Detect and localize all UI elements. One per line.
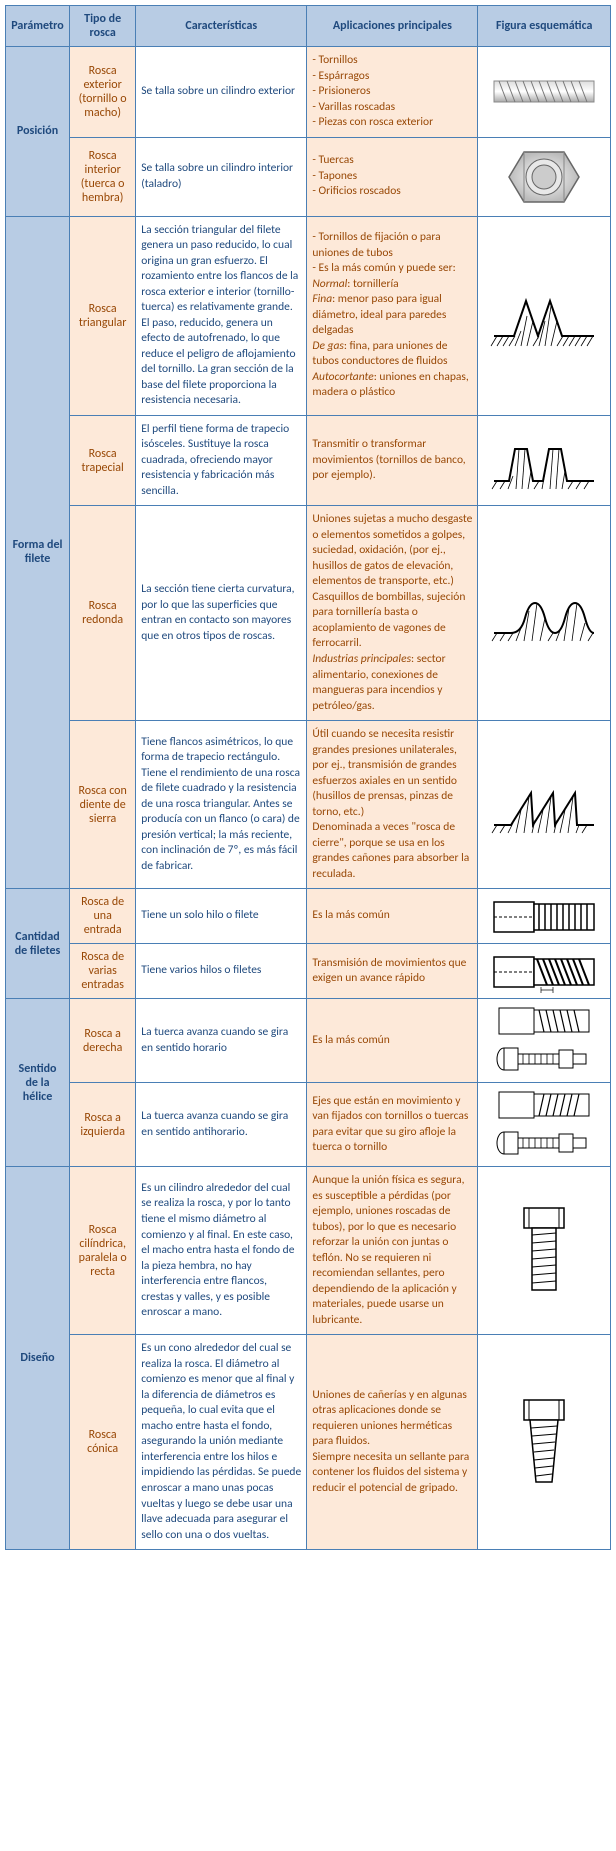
tipo-cell: Rosca triangular [70, 216, 136, 415]
aplic-cell: Uniones sujetas a mucho desgaste o eleme… [307, 506, 478, 721]
tipo-cell: Rosca exterior (tornillo o macho) [70, 47, 136, 138]
table-row: Rosca cónicaEs un cono alrededor del cua… [6, 1335, 611, 1550]
figure-cell [478, 889, 611, 944]
carac-cell: El perfil tiene forma de trapecio isósce… [136, 415, 307, 506]
table-row: Forma del fileteRosca triangularLa secci… [6, 216, 611, 415]
table-row: Rosca a izquierdaLa tuerca avanza cuando… [6, 1083, 611, 1167]
profile-buttress-icon [489, 775, 599, 835]
tipo-cell: Rosca de una entrada [70, 889, 136, 944]
tipo-cell: Rosca a izquierda [70, 1083, 136, 1167]
table-row: Rosca con diente de sierraTiene flancos … [6, 721, 611, 889]
table-body: PosiciónRosca exterior (tornillo o macho… [6, 47, 611, 1550]
tipo-cell: Rosca cónica [70, 1335, 136, 1550]
tipo-cell: Rosca a derecha [70, 999, 136, 1083]
figure-cell [478, 137, 611, 216]
param-cell: Diseño [6, 1167, 70, 1550]
figure-cell [478, 47, 611, 138]
aplic-cell: - Tornillos- Espárragos- Prisioneros- Va… [307, 47, 478, 138]
header-aplicaciones: Aplicaciones principales [307, 6, 478, 47]
param-cell: Posición [6, 47, 70, 217]
aplic-cell: Transmisión de movimientos que exigen un… [307, 944, 478, 999]
tipo-cell: Rosca de varias entradas [70, 944, 136, 999]
carac-cell: Tiene un solo hilo o filete [136, 889, 307, 944]
param-cell: Cantidad de filetes [6, 889, 70, 999]
profile-triangular-icon [489, 281, 599, 351]
carac-cell: La tuerca avanza cuando se gira en senti… [136, 1083, 307, 1167]
carac-cell: La sección triangular del filete genera … [136, 216, 307, 415]
aplic-cell: - Tornillos de fijación o para uniones d… [307, 216, 478, 415]
table-row: Rosca de varias entradasTiene varios hil… [6, 944, 611, 999]
table-row: Sentido de la héliceRosca a derechaLa tu… [6, 999, 611, 1083]
right-hand-icon [489, 1003, 599, 1078]
figure-cell [478, 1335, 611, 1550]
carac-cell: Es un cono alrededor del cual se realiza… [136, 1335, 307, 1550]
profile-trapezoidal-icon [489, 431, 599, 491]
parallel-bolt-icon [504, 1203, 584, 1298]
aplic-cell: Aunque la unión física es segura, es sus… [307, 1167, 478, 1335]
aplic-cell: Transmitir o transformar movimientos (to… [307, 415, 478, 506]
carac-cell: Tiene flancos asimétricos, lo que forma … [136, 721, 307, 889]
tipo-cell: Rosca interior (tuerca o hembra) [70, 137, 136, 216]
aplic-cell: - Tuercas- Tapones- Orificios roscados [307, 137, 478, 216]
tipo-cell: Rosca trapecial [70, 415, 136, 506]
figure-cell [478, 721, 611, 889]
figure-cell [478, 415, 611, 506]
carac-cell: La sección tiene cierta curvatura, por l… [136, 506, 307, 721]
table-header: Parámetro Tipo de rosca Características … [6, 6, 611, 47]
single-start-icon [489, 894, 599, 939]
aplic-cell: Es la más común [307, 999, 478, 1083]
left-hand-icon [489, 1087, 599, 1162]
param-cell: Sentido de la hélice [6, 999, 70, 1167]
multi-start-icon [489, 949, 599, 994]
table-row: DiseñoRosca cilíndrica, paralela o recta… [6, 1167, 611, 1335]
header-tipo: Tipo de rosca [70, 6, 136, 47]
aplic-cell: Útil cuando se necesita resistir grandes… [307, 721, 478, 889]
table-row: Rosca interior (tuerca o hembra)Se talla… [6, 137, 611, 216]
aplic-cell: Ejes que están en movimiento y van fijad… [307, 1083, 478, 1167]
carac-cell: La tuerca avanza cuando se gira en senti… [136, 999, 307, 1083]
figure-cell [478, 216, 611, 415]
tipo-cell: Rosca con diente de sierra [70, 721, 136, 889]
table-row: PosiciónRosca exterior (tornillo o macho… [6, 47, 611, 138]
figure-cell [478, 506, 611, 721]
figure-cell [478, 1167, 611, 1335]
tipo-cell: Rosca redonda [70, 506, 136, 721]
profile-round-icon [489, 583, 599, 643]
tipo-cell: Rosca cilíndrica, paralela o recta [70, 1167, 136, 1335]
carac-cell: Se talla sobre un cilindro interior (tal… [136, 137, 307, 216]
carac-cell: Tiene varios hilos o filetes [136, 944, 307, 999]
param-cell: Forma del filete [6, 216, 70, 889]
figure-cell [478, 944, 611, 999]
thread-types-table: Parámetro Tipo de rosca Características … [5, 5, 611, 1550]
header-caracteristicas: Características [136, 6, 307, 47]
hex-nut-icon [499, 142, 589, 212]
table-row: Rosca redondaLa sección tiene cierta cur… [6, 506, 611, 721]
carac-cell: Se talla sobre un cilindro exterior [136, 47, 307, 138]
header-figura: Figura esquemática [478, 6, 611, 47]
figure-cell [478, 1083, 611, 1167]
aplic-cell: Es la más común [307, 889, 478, 944]
threaded-rod-icon [489, 69, 599, 114]
table-row: Cantidad de filetesRosca de una entradaT… [6, 889, 611, 944]
aplic-cell: Uniones de cañerías y en algunas otras a… [307, 1335, 478, 1550]
tapered-bolt-icon [504, 1395, 584, 1490]
table-row: Rosca trapecialEl perfil tiene forma de … [6, 415, 611, 506]
header-parametro: Parámetro [6, 6, 70, 47]
figure-cell [478, 999, 611, 1083]
carac-cell: Es un cilindro alrededor del cual se rea… [136, 1167, 307, 1335]
